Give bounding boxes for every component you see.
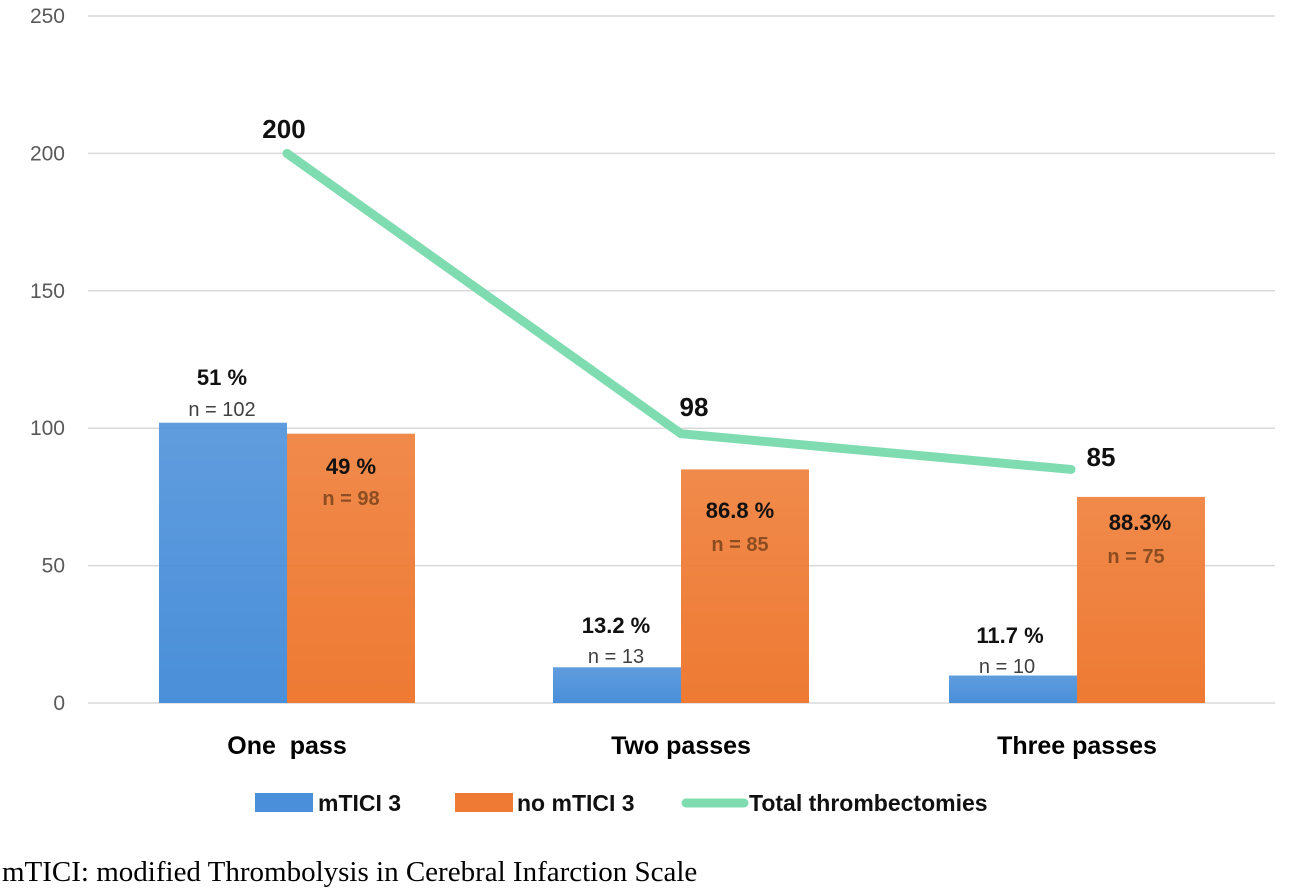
y-tick-label-100: 100 — [30, 417, 65, 440]
total-label-3: 85 — [1087, 442, 1116, 472]
y-tick-label-250: 250 — [30, 5, 65, 28]
no-mtici3-pct-label-3: 88.3% — [1109, 510, 1171, 535]
bar-no-mtici3-3 — [1077, 496, 1205, 703]
legend-label-total: Total thrombectomies — [749, 790, 988, 816]
legend: mTICI 3 no mTICI 3 Total thrombectomies — [255, 790, 988, 816]
figure-caption: mTICI: modified Thrombolysis in Cerebral… — [2, 856, 698, 888]
legend-swatch-no-mtici3 — [455, 793, 513, 812]
y-tick-label-50: 50 — [42, 555, 65, 578]
y-tick-label-200: 200 — [30, 142, 65, 165]
mtici3-n-label-1: n = 102 — [188, 399, 255, 421]
total-line — [282, 148, 1076, 474]
total-label-1: 200 — [262, 114, 305, 144]
bar-mtici3-2 — [553, 667, 681, 703]
bar-no-mtici3-2 — [681, 469, 809, 703]
mtici3-pct-label-3: 11.7 % — [976, 623, 1043, 648]
no-mtici3-n-label-1: n = 98 — [322, 488, 379, 510]
no-mtici3-n-label-3: n = 75 — [1107, 546, 1164, 568]
bars — [159, 422, 1205, 703]
bar-mtici3-1 — [159, 422, 287, 703]
y-axis-ticks: 0 50 100 150 200 250 — [30, 5, 65, 715]
total-label-2: 98 — [680, 392, 709, 422]
x-category-label-2: Two passes — [611, 732, 751, 760]
x-category-label-3: Three passes — [997, 732, 1157, 760]
no-mtici3-pct-label-1: 49 % — [326, 454, 376, 479]
mtici3-pct-label-1: 51 % — [197, 365, 247, 390]
legend-label-mtici3: mTICI 3 — [318, 790, 401, 816]
y-tick-label-150: 150 — [30, 280, 65, 303]
no-mtici3-n-label-2: n = 85 — [711, 534, 768, 556]
bar-no-mtici3-1 — [287, 433, 415, 703]
data-labels: 200 98 85 51 % 13.2 % 11.7 % n = 102 n = 13 n = … — [188, 114, 1171, 678]
no-mtici3-pct-label-2: 86.8 % — [706, 498, 775, 523]
x-category-label-1: One pass — [227, 732, 347, 760]
chart: 0 50 100 150 200 250 200 98 85 51 % 13.2 % 11.7 % n… — [30, 5, 1275, 816]
mtici3-n-label-2: n = 13 — [588, 646, 644, 668]
mtici3-pct-label-2: 13.2 % — [582, 613, 651, 638]
x-axis-categories: One pass Two passes Three passes — [227, 732, 1157, 760]
y-tick-label-0: 0 — [53, 692, 65, 715]
mtici3-n-label-3: n = 10 — [979, 656, 1035, 678]
legend-label-no-mtici3: no mTICI 3 — [517, 790, 635, 816]
total-thrombectomies-line — [282, 148, 1076, 474]
bar-mtici3-3 — [949, 675, 1077, 703]
legend-swatch-mtici3 — [255, 793, 313, 812]
